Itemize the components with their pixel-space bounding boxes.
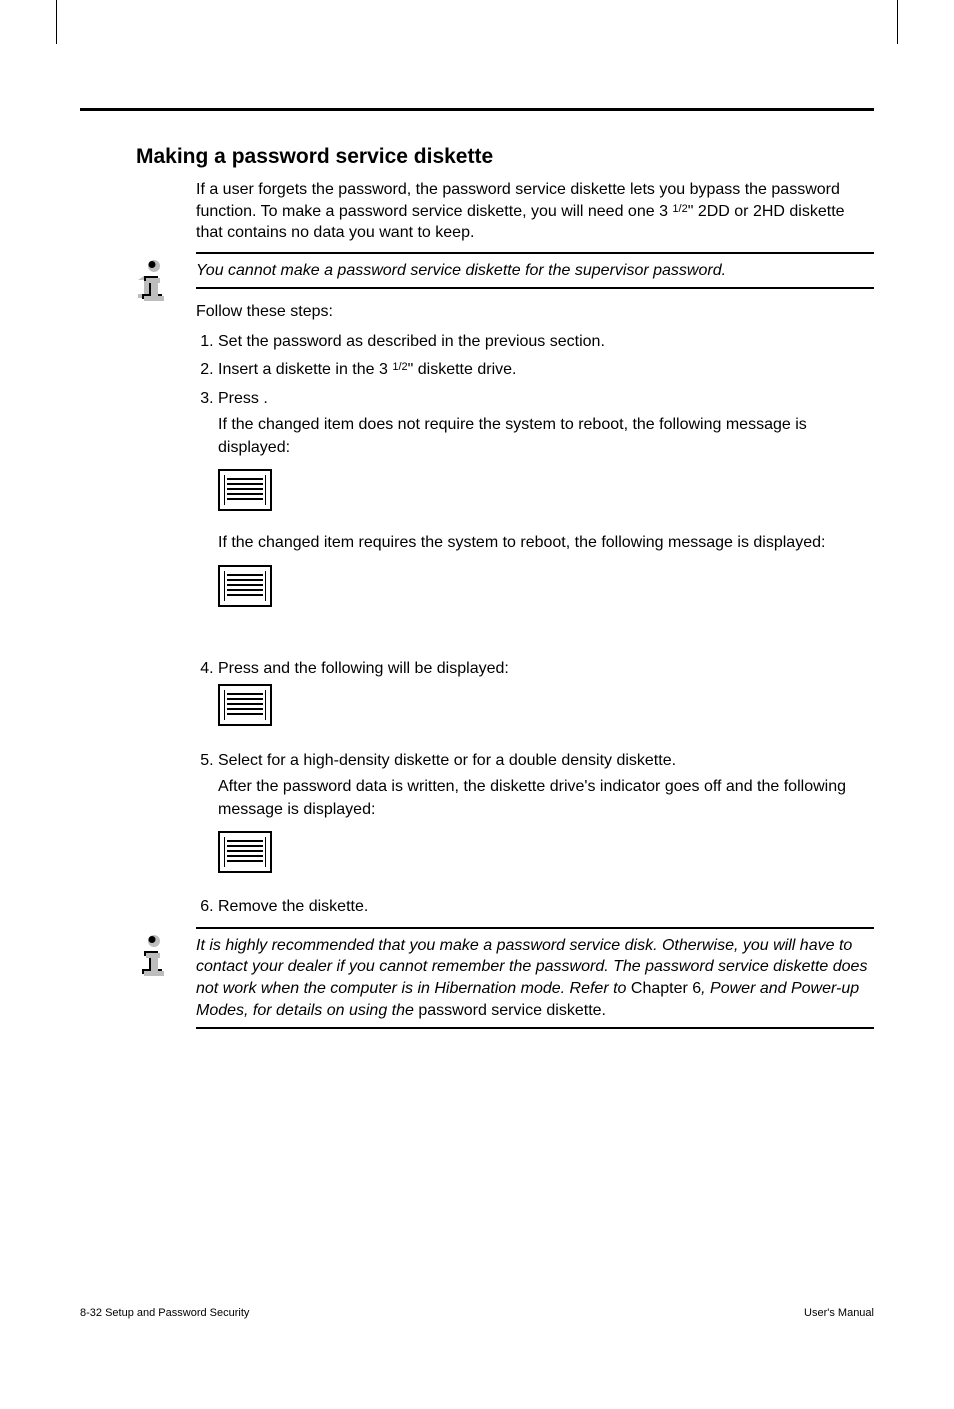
step-4a: Press	[218, 660, 263, 677]
step-5c: for a double density diskette.	[472, 752, 676, 769]
step-2-half: 1/2	[392, 361, 407, 373]
note-recommendation: It is highly recommended that you make a…	[136, 927, 874, 1029]
half-fraction: 1/2	[672, 203, 687, 215]
step-2: Insert a diskette in the 3 1/2" diskette…	[218, 359, 874, 381]
page-footer: 8-32 Setup and Password Security User's …	[80, 1307, 874, 1319]
note2-t2: Chapter 6	[631, 980, 701, 997]
step-3: Press . If the changed item does not req…	[218, 388, 874, 652]
step-3-msg1: If the changed item does not require the…	[218, 414, 874, 459]
step-5a: Select	[218, 752, 267, 769]
note-supervisor-password: You cannot make a password service diske…	[136, 252, 874, 290]
steps-list: Set the password as described in the pre…	[196, 331, 874, 919]
step-2a: Insert a diskette in the 3	[218, 361, 392, 378]
footer-section: Setup and Password Security	[102, 1307, 249, 1319]
message-box-1	[218, 469, 272, 511]
step-4: Press and the following will be displaye…	[218, 658, 874, 744]
intro-paragraph: If a user forgets the password, the pass…	[196, 179, 874, 244]
note2-text: It is highly recommended that you make a…	[196, 929, 874, 1027]
page-content: Making a password service diskette If a …	[0, 0, 954, 1409]
step-4b: and the following will be displayed:	[263, 660, 508, 677]
step-3b: .	[263, 390, 267, 407]
footer-left: 8-32 Setup and Password Security	[80, 1307, 249, 1319]
section-heading: Making a password service diskette	[136, 145, 874, 169]
message-box-2	[218, 565, 272, 607]
follow-steps-lead: Follow these steps:	[196, 301, 874, 323]
step-5b: for a high-density diskette or	[267, 752, 472, 769]
step-1: Set the password as described in the pre…	[218, 331, 874, 353]
step-5: Select for a high-density diskette or fo…	[218, 750, 874, 891]
note2-t4: password service diskette.	[418, 1002, 606, 1019]
footer-right: User's Manual	[804, 1307, 874, 1319]
message-box-3	[218, 684, 272, 726]
step-6: Remove the diskette.	[218, 896, 874, 918]
step-2b: " diskette drive.	[408, 361, 517, 378]
step-3-msg2: If the changed item requires the system …	[218, 532, 874, 554]
page-top-rule	[80, 108, 874, 111]
message-box-4	[218, 831, 272, 873]
note-text: You cannot make a password service diske…	[196, 254, 874, 288]
info-icon	[128, 256, 180, 308]
step-3a: Press	[218, 390, 263, 407]
step-5-msg: After the password data is written, the …	[218, 776, 874, 821]
footer-page-num: 8-32	[80, 1307, 102, 1319]
info-icon	[128, 931, 180, 983]
